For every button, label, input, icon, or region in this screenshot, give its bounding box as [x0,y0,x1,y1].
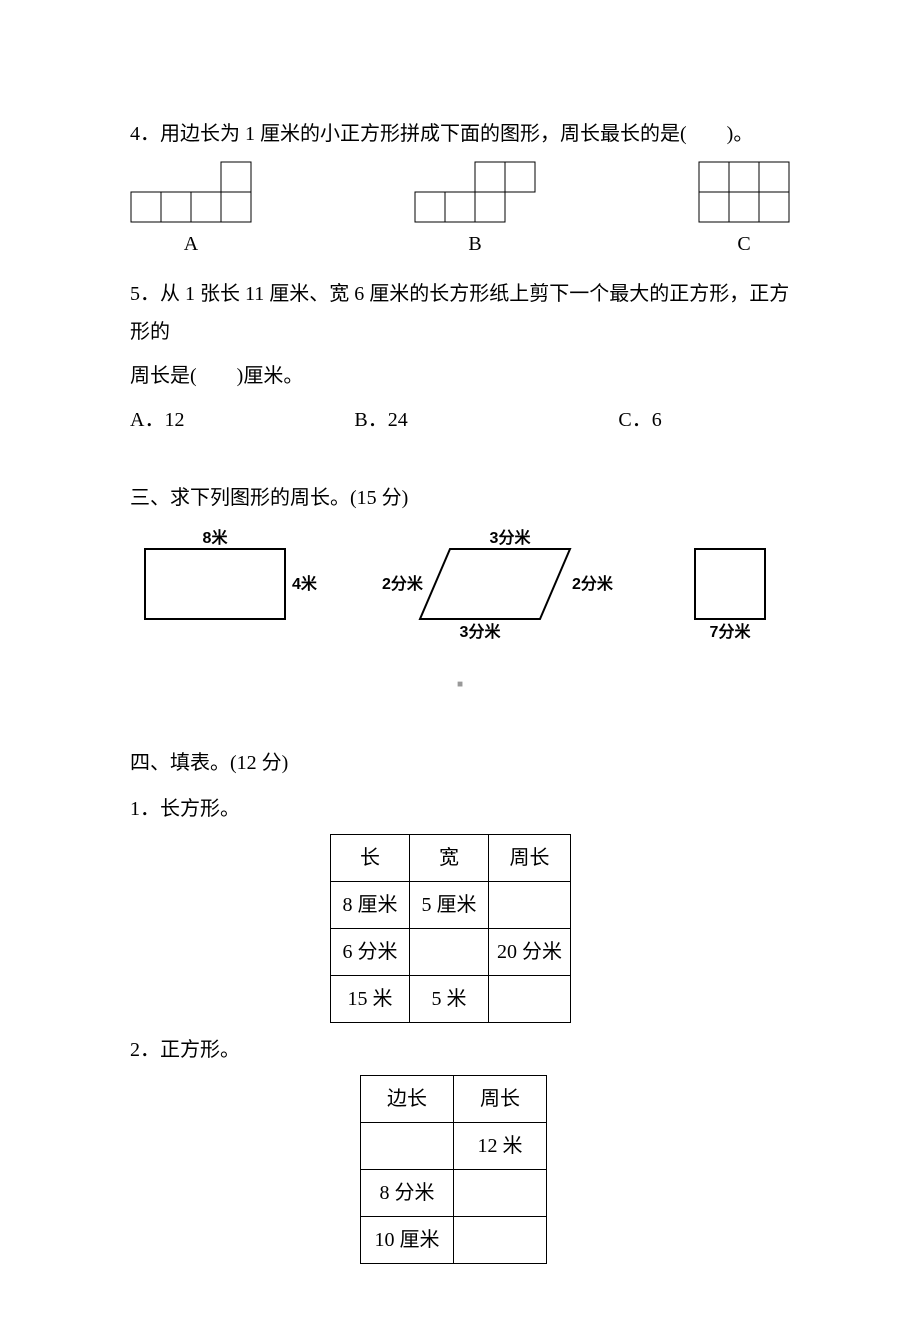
rect-right-label: 4米 [292,574,318,593]
table-row: 8 分米 [361,1170,547,1217]
page-center-marker: ■ [130,675,790,694]
q5-opt-b: B．24 [354,401,618,439]
para-bottom-label: 3分米 [460,622,502,641]
square-shape [695,549,765,619]
table-cell: 5 厘米 [410,882,489,929]
table-cell: 8 厘米 [331,882,410,929]
table-row: 8 厘米 5 厘米 [331,882,571,929]
square-table: 边长 周长 12 米 8 分米 10 厘米 [360,1075,547,1264]
q4-shape-a [130,161,252,223]
sec4-sub1: 1．长方形。 [130,790,790,828]
q4-shape-b [414,161,536,223]
table-cell [361,1123,454,1170]
table-header: 周长 [489,835,571,882]
sec4-sub2: 2．正方形。 [130,1031,790,1069]
rect-shape [145,549,285,619]
table-cell: 15 米 [331,976,410,1023]
table-header: 周长 [454,1076,547,1123]
table-cell: 6 分米 [331,929,410,976]
table-cell: 20 分米 [489,929,571,976]
question-5-line2: 周长是( )厘米。 [130,357,790,395]
table-row: 6 分米 20 分米 [331,929,571,976]
table-row: 15 米 5 米 [331,976,571,1023]
q5-options: A．12 B．24 C．6 [130,401,790,439]
para-left-label: 2分米 [382,574,424,593]
shape-a-svg [130,161,252,223]
table-row: 12 米 [361,1123,547,1170]
square-label: 7分米 [710,622,752,641]
table-cell: 10 厘米 [361,1217,454,1264]
table-header: 长 [331,835,410,882]
perimeter-figures-row: 8米 4米 3分米 2分米 2分米 3分米 7分米 [130,527,790,647]
para-right-label: 2分米 [572,574,614,593]
table-cell [489,882,571,929]
rect-figure: 8米 4米 [130,527,320,647]
table-cell: 12 米 [454,1123,547,1170]
table-cell [489,976,571,1023]
para-top-label: 3分米 [490,528,532,547]
square-figure: 7分米 [680,527,790,647]
rect-top-label: 8米 [203,528,229,547]
table-row: 10 厘米 [361,1217,547,1264]
table-cell: 8 分米 [361,1170,454,1217]
q4-label-c: C [698,225,790,263]
section-4-title: 四、填表。(12 分) [130,744,790,782]
q4-label-b: B [414,225,536,263]
table-row: 长 宽 周长 [331,835,571,882]
q4-shape-c [698,161,790,223]
table-row: 边长 周长 [361,1076,547,1123]
q4-labels-row: A B C [130,225,790,263]
para-shape [420,549,570,619]
question-4-text: 4．用边长为 1 厘米的小正方形拼成下面的图形，周长最长的是( )。 [130,115,790,153]
q5-opt-a: A．12 [130,401,354,439]
q4-label-a: A [130,225,252,263]
table-cell: 5 米 [410,976,489,1023]
shape-c-svg [698,161,790,223]
section-3-title: 三、求下列图形的周长。(15 分) [130,479,790,517]
table-cell [454,1217,547,1264]
rect-table: 长 宽 周长 8 厘米 5 厘米 6 分米 20 分米 15 米 5 米 [330,834,571,1023]
table-cell [454,1170,547,1217]
question-5-line1: 5．从 1 张长 11 厘米、宽 6 厘米的长方形纸上剪下一个最大的正方形，正方… [130,275,790,351]
table-cell [410,929,489,976]
q5-opt-c: C．6 [618,401,661,439]
table-header: 宽 [410,835,489,882]
q4-shapes-row [130,161,790,223]
table-header: 边长 [361,1076,454,1123]
shape-b-svg [414,161,536,223]
parallelogram-figure: 3分米 2分米 2分米 3分米 [380,527,620,647]
